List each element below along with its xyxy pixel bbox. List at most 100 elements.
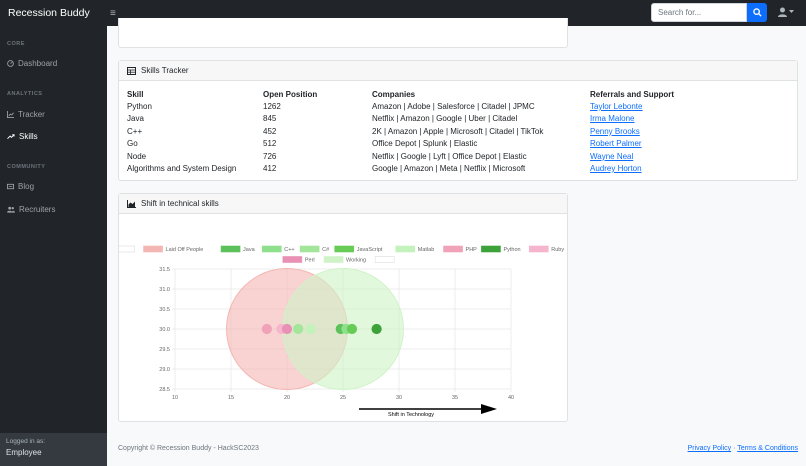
y-tick-label: 31.0 [159,287,170,293]
skills-tracker-card: Skills Tracker Skill Python Java C++ Go … [118,60,798,181]
sidebar-heading-analytics: ANALYTICS [7,91,43,97]
point-php [261,323,272,335]
y-tick-label: 28.5 [159,387,170,393]
copyright-text: Copyright © Recession Buddy - HackSC2023 [118,445,259,452]
y-tick-label: 29.5 [159,347,170,353]
sidebar-footer: Logged in as: Employee [0,433,107,466]
cell-open-position: 452 [263,126,277,136]
legend-label: Python [503,247,520,253]
legend-swatch [299,245,320,253]
sidebar-item-label: Tracker [18,110,45,119]
header-skill: Skill [127,90,144,99]
logged-in-label: Logged in as: [6,438,46,445]
cell-companies: Google | Amazon | Meta | Netflix | Micro… [372,163,526,173]
users-icon [7,206,15,213]
companies-column: Companies Amazon | Adobe | Salesforce | … [372,90,582,176]
legend-swatch [443,245,463,253]
y-tick-label: 31.5 [159,267,170,273]
user-menu-dropdown[interactable] [778,7,794,17]
shift-skills-header: Shift in technical skills [119,194,567,214]
legend-label: JavaScript [357,247,383,253]
cell-skill: Java [127,114,144,124]
legend-swatch [119,245,135,253]
terms-link[interactable]: Terms & Conditions [737,445,798,452]
point-python [371,323,382,335]
user-icon [778,7,787,17]
legend-label: C++ [284,247,294,253]
point-c- [293,323,304,335]
shift-annotation-label: Shift in Technology [388,412,434,418]
search-group [651,3,767,22]
legend-swatch [481,245,501,253]
referral-link[interactable]: Audrey Horton [590,163,642,173]
cell-companies: Amazon | Adobe | Salesforce | Citadel | … [372,102,535,111]
search-button[interactable] [747,3,767,22]
sidebar-item-label: Recruiters [19,205,56,214]
area-chart-icon [127,199,136,208]
skills-tracker-header: Skills Tracker [119,61,797,81]
footer-links: Privacy Policy · Terms & Conditions [688,445,798,452]
sidebar-item-recruiters[interactable]: Recruiters [7,205,55,214]
skills-tracker-title: Skills Tracker [141,66,189,75]
y-tick-label: 30.0 [159,327,170,333]
referrals-column: Referrals and Support Taylor Lebonte Irm… [590,90,770,176]
table-icon [127,66,136,75]
sidebar: CORE Dashboard ANALYTICS Tracker Skills … [0,26,107,466]
header-companies: Companies [372,90,416,99]
open-position-column: Open Position 1262 845 452 512 726 412 [263,90,363,176]
x-tick-label: 40 [508,395,514,401]
cell-open-position: 1262 [263,102,281,111]
shift-skills-card: Shift in technical skills 10 15 20 25 30 35 40… [118,193,568,422]
x-tick-label: 10 [172,395,178,401]
referral-link[interactable]: Robert Palmer [590,139,642,149]
search-input[interactable] [651,3,747,22]
brand-link[interactable]: Recession Buddy [8,7,90,19]
skill-column: Skill Python Java C++ Go Node Algorithms… [127,90,257,176]
sidebar-heading-core: CORE [7,41,25,47]
legend-label: Matlab [418,247,435,253]
legend-label: Laid Off People [166,247,204,253]
shift-arrow-head [481,404,497,414]
legend-swatch [143,245,163,253]
y-tick-label: 29.0 [159,367,170,373]
point-perl [281,323,293,335]
sidebar-toggle-icon[interactable]: ≡ [110,7,116,19]
referral-link[interactable]: Penny Brooks [590,126,640,136]
referral-link[interactable]: Taylor Lebonte [590,102,643,111]
chart-line-icon [7,111,14,118]
trend-arrow-icon [7,134,15,140]
cell-skill: Node [127,151,147,161]
sidebar-item-skills[interactable]: Skills [7,132,38,141]
caret-down-icon [789,10,794,13]
shift-skills-title: Shift in technical skills [141,199,219,208]
y-tick-label: 30.5 [159,307,170,313]
header-referrals: Referrals and Support [590,90,675,99]
page-footer: Copyright © Recession Buddy - HackSC2023… [118,445,798,452]
legend-label: Java [243,247,256,253]
legend-swatch [261,245,282,253]
sidebar-heading-community: COMMUNITY [7,164,46,170]
previous-card-bottom [118,18,568,48]
cell-skill: Python [127,102,152,111]
x-tick-label: 20 [284,395,290,401]
cell-skill: Go [127,139,138,149]
sidebar-item-label: Blog [18,182,35,191]
privacy-policy-link[interactable]: Privacy Policy [687,445,732,452]
sidebar-item-tracker[interactable]: Tracker [7,110,45,119]
x-tick-label: 35 [452,395,458,401]
cell-open-position: 412 [263,163,277,173]
x-tick-label: 30 [396,395,402,401]
legend-swatch [282,256,303,263]
cell-skill: C++ [127,126,143,136]
sidebar-item-dashboard[interactable]: Dashboard [7,59,57,68]
cell-skill: Algorithms and System Design [127,163,237,173]
sidebar-item-blog[interactable]: Blog [7,182,34,191]
referral-link[interactable]: Irma Malone [590,114,635,124]
x-tick-label: 25 [340,395,346,401]
legend-label: Perl [305,258,315,264]
point-javascript [346,323,358,335]
sidebar-item-label: Dashboard [18,59,58,68]
referral-link[interactable]: Wayne Neal [590,151,634,161]
legend-label: Working [346,258,366,264]
legend-swatch [374,256,395,263]
